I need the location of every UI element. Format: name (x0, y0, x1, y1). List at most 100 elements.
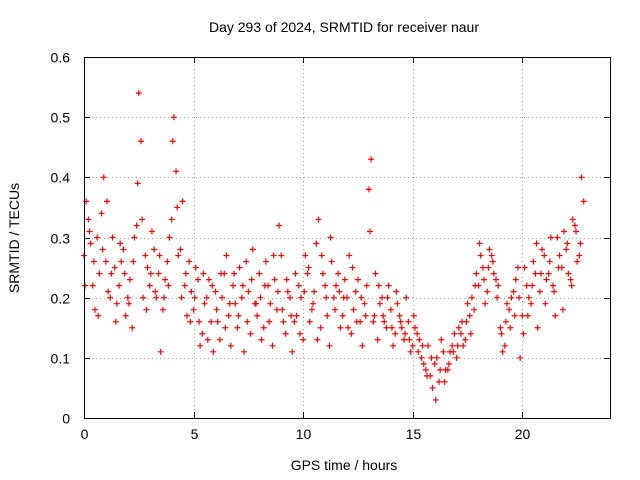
data-point (238, 294, 245, 301)
data-point (262, 258, 269, 265)
data-point (506, 306, 513, 313)
data-point (523, 282, 530, 289)
data-point (431, 360, 438, 367)
data-point (524, 312, 531, 319)
data-point (442, 366, 449, 373)
data-point (305, 264, 312, 271)
data-point (146, 282, 153, 289)
data-point (276, 222, 283, 229)
data-point (380, 312, 387, 319)
data-point (494, 294, 501, 301)
data-point (480, 276, 487, 283)
data-point (345, 324, 352, 331)
data-point (403, 294, 410, 301)
data-point (362, 312, 369, 319)
data-point (376, 300, 383, 307)
data-point (91, 306, 98, 313)
data-point (490, 270, 497, 277)
data-point (390, 342, 397, 349)
data-point (577, 240, 584, 247)
data-point (365, 186, 372, 193)
data-point (284, 288, 291, 295)
data-point (222, 324, 229, 331)
data-point (279, 306, 286, 313)
data-point (247, 330, 254, 337)
data-point (124, 294, 131, 301)
data-point (174, 204, 181, 211)
data-point (400, 336, 407, 343)
data-point (466, 312, 473, 319)
data-point (102, 258, 109, 265)
data-point (407, 348, 414, 355)
data-point (453, 354, 460, 361)
data-point (451, 330, 458, 337)
data-point (331, 306, 338, 313)
y-tick-label: 0.6 (51, 50, 71, 66)
data-point (296, 330, 303, 337)
data-point (95, 312, 102, 319)
data-point (428, 354, 435, 361)
data-point (127, 276, 134, 283)
data-point (173, 168, 180, 175)
x-axis-label: GPS time / hours (291, 457, 398, 473)
data-point (254, 312, 261, 319)
data-point (166, 234, 173, 241)
data-point (311, 288, 318, 295)
data-point (129, 324, 136, 331)
data-point (271, 276, 278, 283)
data-point (107, 294, 114, 301)
data-point (188, 288, 195, 295)
data-point (190, 306, 197, 313)
data-point (151, 246, 158, 253)
data-point (381, 318, 388, 325)
data-point (573, 228, 580, 235)
data-point (179, 198, 186, 205)
data-point (301, 288, 308, 295)
data-point (420, 360, 427, 367)
data-point (234, 324, 241, 331)
data-point (210, 348, 217, 355)
data-point (258, 336, 265, 343)
data-point (134, 180, 141, 187)
data-point (89, 282, 96, 289)
data-point (105, 288, 112, 295)
data-point (300, 336, 307, 343)
data-point (152, 288, 159, 295)
data-point (571, 222, 578, 229)
data-point (160, 294, 167, 301)
data-point (507, 324, 514, 331)
data-point (415, 348, 422, 355)
data-point (537, 270, 544, 277)
data-point (532, 270, 539, 277)
data-point (156, 252, 163, 259)
data-point (473, 270, 480, 277)
data-point (476, 240, 483, 247)
data-point (278, 252, 285, 259)
data-point (235, 312, 242, 319)
data-point (213, 306, 220, 313)
data-point (352, 288, 359, 295)
data-point (464, 300, 471, 307)
data-point (113, 300, 120, 307)
data-point (217, 270, 224, 277)
data-point (383, 324, 390, 331)
data-point (336, 288, 343, 295)
data-point (197, 342, 204, 349)
data-point (82, 282, 89, 289)
data-point (90, 258, 97, 265)
data-point (497, 324, 504, 331)
data-point (116, 282, 123, 289)
data-point (486, 246, 493, 253)
data-point (121, 270, 128, 277)
data-point (125, 300, 132, 307)
data-point (273, 306, 280, 313)
data-point (104, 198, 111, 205)
y-tick-label: 0.1 (51, 351, 71, 367)
data-point (578, 174, 585, 181)
data-point (261, 282, 268, 289)
data-point (519, 312, 526, 319)
data-point (372, 270, 379, 277)
data-point (192, 264, 199, 271)
data-point (371, 312, 378, 319)
data-point (142, 252, 149, 259)
